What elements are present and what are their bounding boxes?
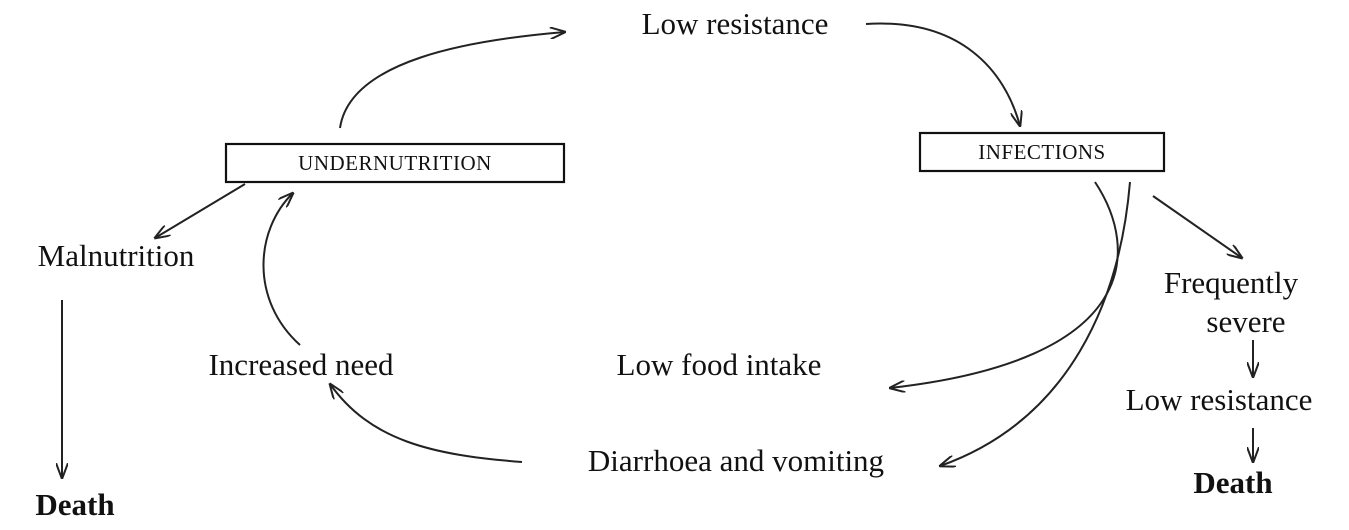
- infections-label: INFECTIONS: [978, 140, 1106, 164]
- death-left-label: Death: [35, 487, 114, 522]
- undernutrition-label: UNDERNUTRITION: [298, 151, 492, 175]
- undernutrition-box: UNDERNUTRITION: [224, 142, 566, 184]
- death-right-label: Death: [1193, 465, 1272, 500]
- infections-box: INFECTIONS: [918, 131, 1166, 173]
- arrow-infections-to-frequently-severe: [1152, 195, 1242, 258]
- frequently-label: Frequently: [1164, 265, 1299, 300]
- low-resistance-right-label: Low resistance: [1126, 382, 1313, 417]
- malnutrition-label: Malnutrition: [38, 238, 195, 273]
- arrow-infections-to-low-food-intake: [890, 181, 1119, 388]
- low-resistance-top-label: Low resistance: [642, 6, 829, 41]
- arrow-undernutrition-to-malnutrition: [155, 183, 246, 238]
- low-food-intake-label: Low food intake: [617, 347, 822, 382]
- arrow-low-resistance-to-infections: [865, 22, 1020, 126]
- increased-need-label: Increased need: [208, 347, 394, 382]
- arrow-diarrhoea-to-increased-need: [330, 384, 523, 463]
- arrow-undernutrition-to-low-resistance: [339, 32, 565, 129]
- arrow-infections-to-diarrhoea: [940, 181, 1131, 466]
- arrow-increased-need-to-undernutrition: [262, 193, 301, 346]
- severe-label: severe: [1206, 304, 1285, 339]
- diarrhoea-vomiting-label: Diarrhoea and vomiting: [588, 443, 884, 478]
